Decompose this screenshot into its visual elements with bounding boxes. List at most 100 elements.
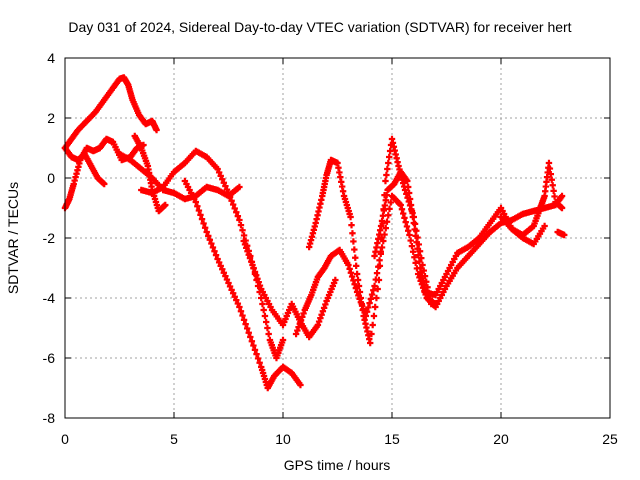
series-arc-10	[305, 135, 435, 347]
data-point	[384, 165, 391, 173]
data-point	[259, 300, 266, 308]
data-point	[233, 296, 240, 304]
data-point	[256, 282, 264, 289]
data-point	[376, 262, 384, 270]
data-point	[412, 232, 419, 240]
data-point	[262, 318, 270, 326]
x-axis-label: GPS time / hours	[284, 457, 391, 473]
y-tick-label: -6	[43, 350, 56, 366]
data-point	[279, 336, 287, 344]
data-point	[382, 224, 389, 232]
y-tick-labels: -8 -6 -4 -2 0 2 4	[43, 50, 56, 426]
data-point	[265, 330, 272, 338]
data-point	[398, 206, 406, 213]
data-point	[261, 312, 269, 320]
data-point	[373, 269, 381, 277]
data-point	[251, 346, 259, 354]
series-arc-7	[181, 177, 304, 392]
data-point	[354, 276, 362, 284]
data-point	[355, 282, 363, 290]
data-point	[220, 179, 228, 186]
data-point	[370, 312, 378, 320]
data-point	[314, 321, 322, 329]
series-arc-3	[61, 144, 108, 188]
data-point	[295, 323, 302, 331]
data-point	[217, 262, 224, 270]
data-point	[237, 308, 245, 315]
data-point	[200, 220, 207, 227]
y-tick-label: -8	[43, 410, 56, 426]
data-point	[233, 209, 240, 216]
data-point	[212, 251, 220, 259]
data-point	[220, 269, 228, 276]
data-point	[162, 201, 169, 209]
data-point	[413, 239, 420, 246]
data-point	[256, 359, 263, 366]
data-point	[240, 237, 247, 245]
data-point	[201, 224, 209, 231]
data-point	[407, 237, 414, 244]
data-point	[243, 244, 250, 252]
data-point	[223, 186, 231, 193]
chart-title: Day 031 of 2024, Sidereal Day-to-day VTE…	[68, 19, 571, 35]
data-point	[320, 304, 328, 312]
data-point	[406, 195, 414, 203]
x-tick-label: 25	[602, 431, 618, 447]
series-arc-5	[131, 132, 169, 215]
data-point	[408, 242, 416, 250]
data-point	[247, 333, 254, 341]
data-point	[366, 299, 373, 307]
data-point	[403, 223, 411, 230]
data-point	[215, 259, 223, 266]
data-point	[197, 211, 204, 219]
data-point	[211, 248, 218, 255]
data-point	[226, 283, 234, 290]
data-point	[371, 303, 379, 311]
data-point	[386, 205, 393, 213]
data-point	[376, 257, 383, 264]
data-point	[219, 266, 226, 273]
data-point	[219, 176, 226, 183]
data-point	[385, 153, 393, 161]
data-point	[236, 303, 243, 311]
series-arc-13	[497, 159, 566, 239]
y-tick-label: 0	[47, 170, 55, 186]
data-point	[401, 214, 408, 222]
data-point	[404, 227, 412, 234]
data-point	[231, 205, 238, 212]
data-point	[296, 320, 304, 327]
y-tick-label: 4	[47, 50, 55, 66]
x-tick-label: 20	[493, 431, 509, 447]
data-point	[240, 232, 248, 239]
data-point	[245, 329, 252, 336]
data-point	[297, 381, 304, 389]
data-point	[214, 255, 221, 263]
data-point	[349, 230, 356, 237]
data-point	[239, 312, 246, 319]
data-point	[408, 207, 416, 215]
data-point	[415, 251, 422, 259]
axis-ticks	[64, 57, 611, 419]
data-point	[348, 221, 355, 229]
data-point	[561, 231, 568, 239]
data-point	[359, 306, 366, 314]
data-point	[192, 198, 199, 206]
series-arc-2	[61, 135, 147, 212]
data-point	[404, 177, 411, 185]
data-point	[300, 310, 307, 317]
data-point	[558, 204, 566, 212]
data-point	[249, 261, 256, 269]
data-point	[348, 273, 356, 280]
data-point	[551, 193, 558, 200]
data-point	[319, 308, 327, 315]
data-point	[357, 294, 365, 302]
data-point	[101, 180, 108, 188]
data-point	[353, 270, 361, 278]
data-point	[194, 203, 201, 210]
data-point	[387, 199, 394, 206]
data-point	[231, 293, 238, 300]
data-point	[225, 189, 232, 197]
data-point	[350, 238, 357, 245]
data-point	[411, 254, 418, 261]
data-point	[195, 207, 203, 214]
